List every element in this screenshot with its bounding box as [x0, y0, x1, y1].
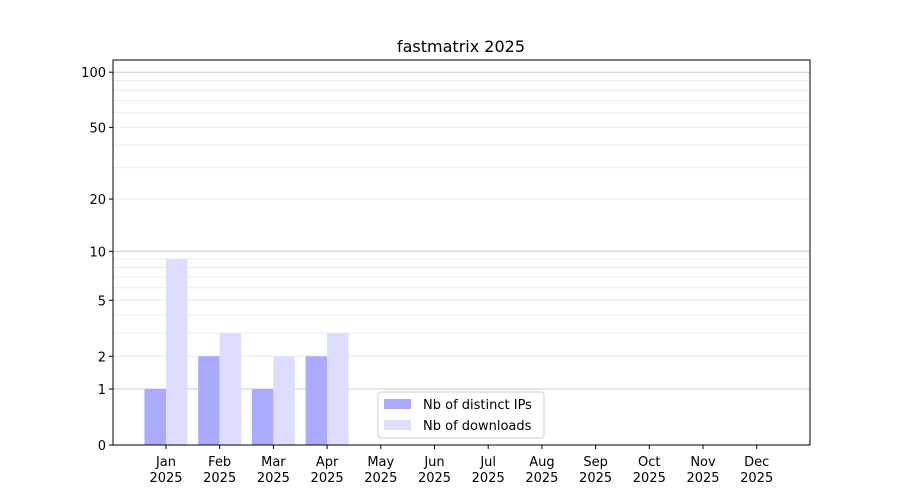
x-tick-label-line: 2025: [418, 471, 451, 486]
x-tick-label-line: 2025: [525, 471, 558, 486]
x-tick-label-line: Feb: [208, 455, 231, 470]
y-tick-label: 20: [89, 193, 106, 208]
bar-downloads: [219, 333, 242, 445]
x-tick-label-line: Sep: [583, 455, 608, 470]
chart-title: fastmatrix 2025: [397, 37, 525, 56]
x-tick-label: Aug 2025: [525, 455, 558, 486]
legend-label: Nb of distinct IPs: [423, 398, 532, 413]
bar-distinct-ips: [251, 389, 274, 445]
x-tick-label-line: Apr: [316, 455, 339, 470]
bar-distinct-ips: [305, 356, 328, 445]
plot-frame: [112, 59, 811, 446]
x-tick-label-line: May: [367, 455, 394, 470]
y-tick-label: 10: [89, 245, 106, 260]
x-tick-label-line: 2025: [364, 471, 397, 486]
y-tick-label: 100: [81, 66, 106, 81]
x-tick-label-line: Oct: [638, 455, 660, 470]
legend-box: [377, 391, 545, 439]
x-tick-label-line: 2025: [633, 471, 666, 486]
x-tick-label: Sep 2025: [579, 455, 612, 486]
legend-label: Nb of downloads: [423, 419, 532, 434]
y-tick-label: 50: [89, 121, 106, 136]
x-tick-label-line: Nov: [690, 455, 716, 470]
x-tick-label-line: Jan: [155, 455, 176, 470]
x-tick-label-line: 2025: [311, 471, 344, 486]
x-tick-label-line: 2025: [740, 471, 773, 486]
x-tick-label-line: 2025: [686, 471, 719, 486]
x-tick-label-line: Jul: [479, 455, 496, 470]
x-tick-label-line: Dec: [744, 455, 769, 470]
bar-downloads: [327, 333, 349, 445]
bar-downloads: [273, 356, 295, 445]
x-tick-label-line: Jun: [423, 455, 444, 470]
x-tick-label-line: 2025: [257, 471, 290, 486]
x-tick-label-line: 2025: [203, 471, 236, 486]
x-tick-label: Feb 2025: [203, 455, 236, 486]
x-tick-label-line: Aug: [529, 455, 554, 470]
x-tick-label-line: 2025: [149, 471, 182, 486]
bar-distinct-ips: [144, 389, 166, 445]
bar-downloads: [166, 259, 188, 445]
y-tick-label: 0: [98, 439, 106, 454]
y-tick-label: 5: [98, 294, 106, 309]
x-tick-label: Jun 2025: [418, 455, 451, 486]
x-tick-label: Apr 2025: [311, 455, 344, 486]
x-tick-label: May 2025: [364, 455, 397, 486]
y-tick-label: 1: [98, 383, 106, 398]
x-tick-label-line: Mar: [261, 455, 286, 470]
bar-distinct-ips: [198, 356, 220, 445]
y-tick-label: 2: [98, 350, 106, 365]
x-tick-label: Mar 2025: [257, 455, 290, 486]
x-tick-label: Oct 2025: [633, 455, 666, 486]
legend-swatch: [384, 420, 411, 430]
x-tick-label: Jul 2025: [472, 455, 505, 486]
x-tick-label-line: 2025: [579, 471, 612, 486]
x-tick-label-line: 2025: [472, 471, 505, 486]
legend-swatch: [384, 399, 411, 409]
x-tick-label: Dec 2025: [740, 455, 773, 486]
x-tick-label: Jan 2025: [149, 455, 182, 486]
x-tick-label: Nov 2025: [686, 455, 719, 486]
